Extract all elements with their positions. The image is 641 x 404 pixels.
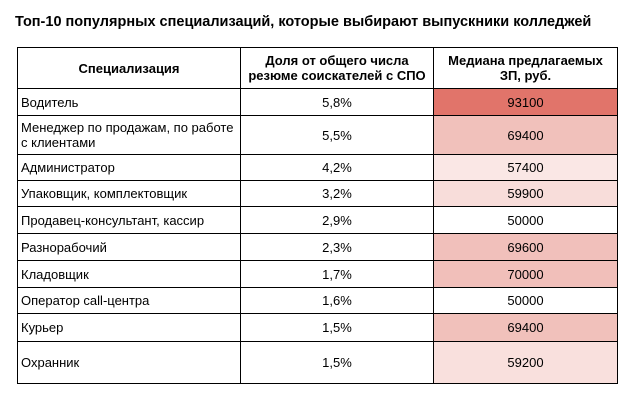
median-salary-cell: 59200 (433, 341, 618, 384)
specialization-cell: Менеджер по продажам, по работе с клиент… (17, 115, 241, 155)
specialization-cell: Водитель (17, 88, 241, 116)
median-salary-cell: 69600 (433, 233, 618, 261)
share-cell: 4,2% (240, 154, 434, 181)
median-salary-cell: 57400 (433, 154, 618, 181)
specialization-cell: Оператор call-центра (17, 287, 241, 314)
table-row: Курьер 1,5% 69400 (17, 313, 618, 342)
table-row: Водитель 5,8% 93100 (17, 88, 618, 116)
share-cell: 1,7% (240, 260, 434, 288)
header-row: Специализация Доля от общего числа резюм… (17, 47, 618, 89)
median-salary-cell: 50000 (433, 287, 618, 314)
column-header-specialization: Специализация (17, 47, 241, 89)
column-header-median-salary: Медиана предлагаемых ЗП, руб. (433, 47, 618, 89)
specialization-cell: Упаковщик, комплектовщик (17, 180, 241, 207)
table-row: Разнорабочий 2,3% 69600 (17, 233, 618, 261)
table-row: Оператор call-центра 1,6% 50000 (17, 287, 618, 314)
table-row: Продавец-консультант, кассир 2,9% 50000 (17, 206, 618, 234)
share-cell: 3,2% (240, 180, 434, 207)
share-cell: 1,5% (240, 313, 434, 342)
share-cell: 5,8% (240, 88, 434, 116)
column-header-share: Доля от общего числа резюме соискателей … (240, 47, 434, 89)
share-cell: 1,5% (240, 341, 434, 384)
specialization-cell: Продавец-консультант, кассир (17, 206, 241, 234)
median-salary-cell: 69400 (433, 313, 618, 342)
specialization-cell: Курьер (17, 313, 241, 342)
share-cell: 1,6% (240, 287, 434, 314)
specializations-table: Специализация Доля от общего числа резюм… (17, 47, 618, 384)
specialization-cell: Разнорабочий (17, 233, 241, 261)
share-cell: 2,3% (240, 233, 434, 261)
table-body: Водитель 5,8% 93100 Менеджер по продажам, п… (17, 88, 618, 384)
median-salary-cell: 70000 (433, 260, 618, 288)
share-cell: 2,9% (240, 206, 434, 234)
table-row: Упаковщик, комплектовщик 3,2% 59900 (17, 180, 618, 207)
specialization-cell: Администратор (17, 154, 241, 181)
median-salary-cell: 59900 (433, 180, 618, 207)
table-row: Менеджер по продажам, по работе с клиент… (17, 115, 618, 155)
median-salary-cell: 69400 (433, 115, 618, 155)
table-row: Охранник 1,5% 59200 (17, 341, 618, 384)
median-salary-cell: 93100 (433, 88, 618, 116)
share-cell: 5,5% (240, 115, 434, 155)
specialization-cell: Охранник (17, 341, 241, 384)
median-salary-cell: 50000 (433, 206, 618, 234)
specialization-cell: Кладовщик (17, 260, 241, 288)
table-row: Администратор 4,2% 57400 (17, 154, 618, 181)
page-title: Топ-10 популярных специализаций, которые… (15, 14, 592, 30)
table-row: Кладовщик 1,7% 70000 (17, 260, 618, 288)
